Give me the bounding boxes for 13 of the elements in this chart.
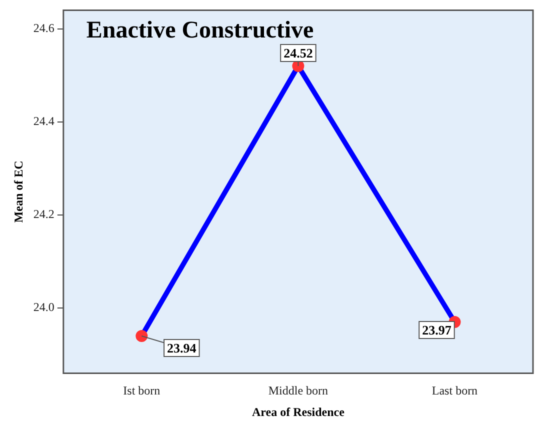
y-tick-label: 24.6: [33, 20, 54, 35]
x-tick-label: Middle born: [268, 384, 328, 398]
x-tick-label: Ist born: [123, 384, 160, 398]
y-axis-title: Mean of EC: [11, 160, 26, 223]
x-tick-label: Last born: [432, 384, 478, 398]
x-axis-title: Area of Residence: [252, 404, 346, 419]
data-label: 23.94: [167, 340, 197, 356]
chart-title: Enactive Constructive: [86, 17, 314, 44]
data-label: 24.52: [284, 45, 313, 60]
y-tick-label: 24.0: [33, 300, 54, 314]
y-tick-label: 24.2: [33, 207, 54, 222]
y-tick-label: 24.4: [33, 114, 54, 128]
data-label: 23.97: [422, 322, 452, 338]
